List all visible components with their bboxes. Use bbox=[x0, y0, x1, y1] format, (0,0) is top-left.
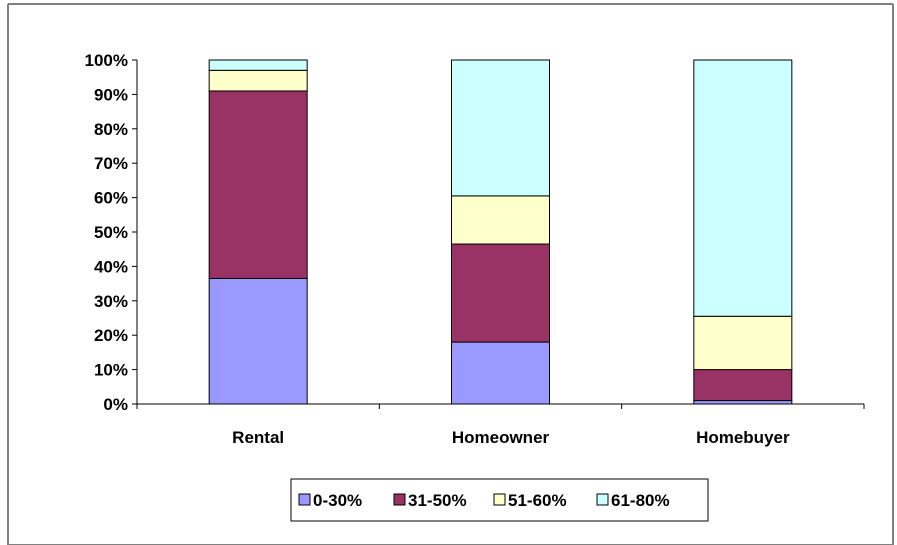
bar-segment-homeowner-3 bbox=[451, 195, 550, 245]
y-tick-label: 20% bbox=[94, 326, 128, 345]
legend: 0-30% 31-50% 51-60% 61-80% bbox=[290, 478, 709, 522]
bar-segment-homebuyer-4 bbox=[693, 59, 793, 317]
category-label-rental: Rental bbox=[232, 428, 284, 447]
category-label-homeowner: Homeowner bbox=[452, 428, 550, 447]
x-category-labels: Rental Homeowner Homebuyer bbox=[232, 428, 790, 447]
bar-segment-rental-2 bbox=[208, 90, 308, 279]
y-tick-labels: 0% 10% 20% 30% 40% 50% 60% 70% 80% 90% 100% bbox=[85, 51, 128, 414]
y-tick-label: 100% bbox=[85, 51, 128, 70]
y-tick-label: 90% bbox=[94, 85, 128, 104]
y-tick-label: 0% bbox=[103, 395, 128, 414]
bar-segment-homebuyer-3 bbox=[693, 315, 793, 371]
category-label-homebuyer: Homebuyer bbox=[696, 428, 790, 447]
bar-segment-rental-1 bbox=[208, 277, 308, 405]
bars-group bbox=[208, 59, 793, 405]
y-tick-label: 70% bbox=[94, 154, 128, 173]
bar-segment-homebuyer-2 bbox=[693, 369, 793, 402]
y-tick-label: 10% bbox=[94, 361, 128, 380]
legend-swatch-1 bbox=[298, 493, 311, 506]
bar-segment-rental-3 bbox=[208, 69, 308, 92]
y-tick-label: 80% bbox=[94, 120, 128, 139]
legend-label-1: 0-30% bbox=[313, 491, 362, 510]
bar-segment-rental-4 bbox=[208, 59, 308, 71]
bar-segment-homeowner-2 bbox=[451, 243, 550, 343]
y-tick-label: 50% bbox=[94, 223, 128, 242]
y-tick-label: 40% bbox=[94, 257, 128, 276]
legend-label-2: 31-50% bbox=[408, 491, 467, 510]
legend-swatch-4 bbox=[596, 493, 609, 506]
bar-segment-homebuyer-1 bbox=[693, 400, 793, 405]
y-tick-label: 30% bbox=[94, 292, 128, 311]
legend-swatch-2 bbox=[393, 493, 406, 506]
bar-segment-homeowner-1 bbox=[451, 341, 550, 405]
bar-segment-homeowner-4 bbox=[451, 59, 550, 197]
legend-label-3: 51-60% bbox=[508, 491, 567, 510]
legend-label-4: 61-80% bbox=[611, 491, 670, 510]
legend-swatch-3 bbox=[493, 493, 506, 506]
axes-group bbox=[132, 59, 865, 409]
y-tick-label: 60% bbox=[94, 189, 128, 208]
